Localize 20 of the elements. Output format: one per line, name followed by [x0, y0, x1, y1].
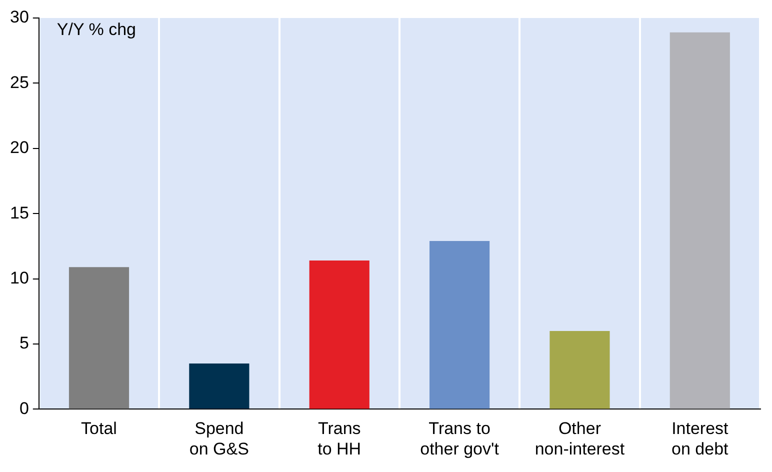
- y-tick-label: 5: [19, 334, 29, 353]
- y-tick-label: 15: [10, 203, 29, 222]
- y-tick-label: 10: [10, 268, 29, 288]
- x-tick-label: Total: [81, 419, 117, 438]
- x-tick-label: Other non-interest: [534, 419, 625, 458]
- bar: [430, 240, 490, 409]
- bar: [550, 330, 610, 409]
- bar: [309, 260, 370, 409]
- bar: [189, 364, 250, 409]
- annotation: Y/Y % chg: [56, 20, 136, 40]
- x-tick-label: Spend on G&S: [189, 419, 249, 458]
- x-tick-label: Trans to other gov't: [420, 419, 500, 458]
- bar: [68, 267, 130, 409]
- y-tick-label: 20: [10, 138, 29, 158]
- y-tick-label: 0: [19, 398, 29, 418]
- y-tick-label: 30: [10, 8, 29, 27]
- x-tick-label: Trans to HH: [318, 419, 362, 458]
- x-tick-label: Interest on debt: [672, 419, 729, 458]
- y-tick-label: 25: [10, 72, 29, 92]
- bar: [670, 32, 730, 409]
